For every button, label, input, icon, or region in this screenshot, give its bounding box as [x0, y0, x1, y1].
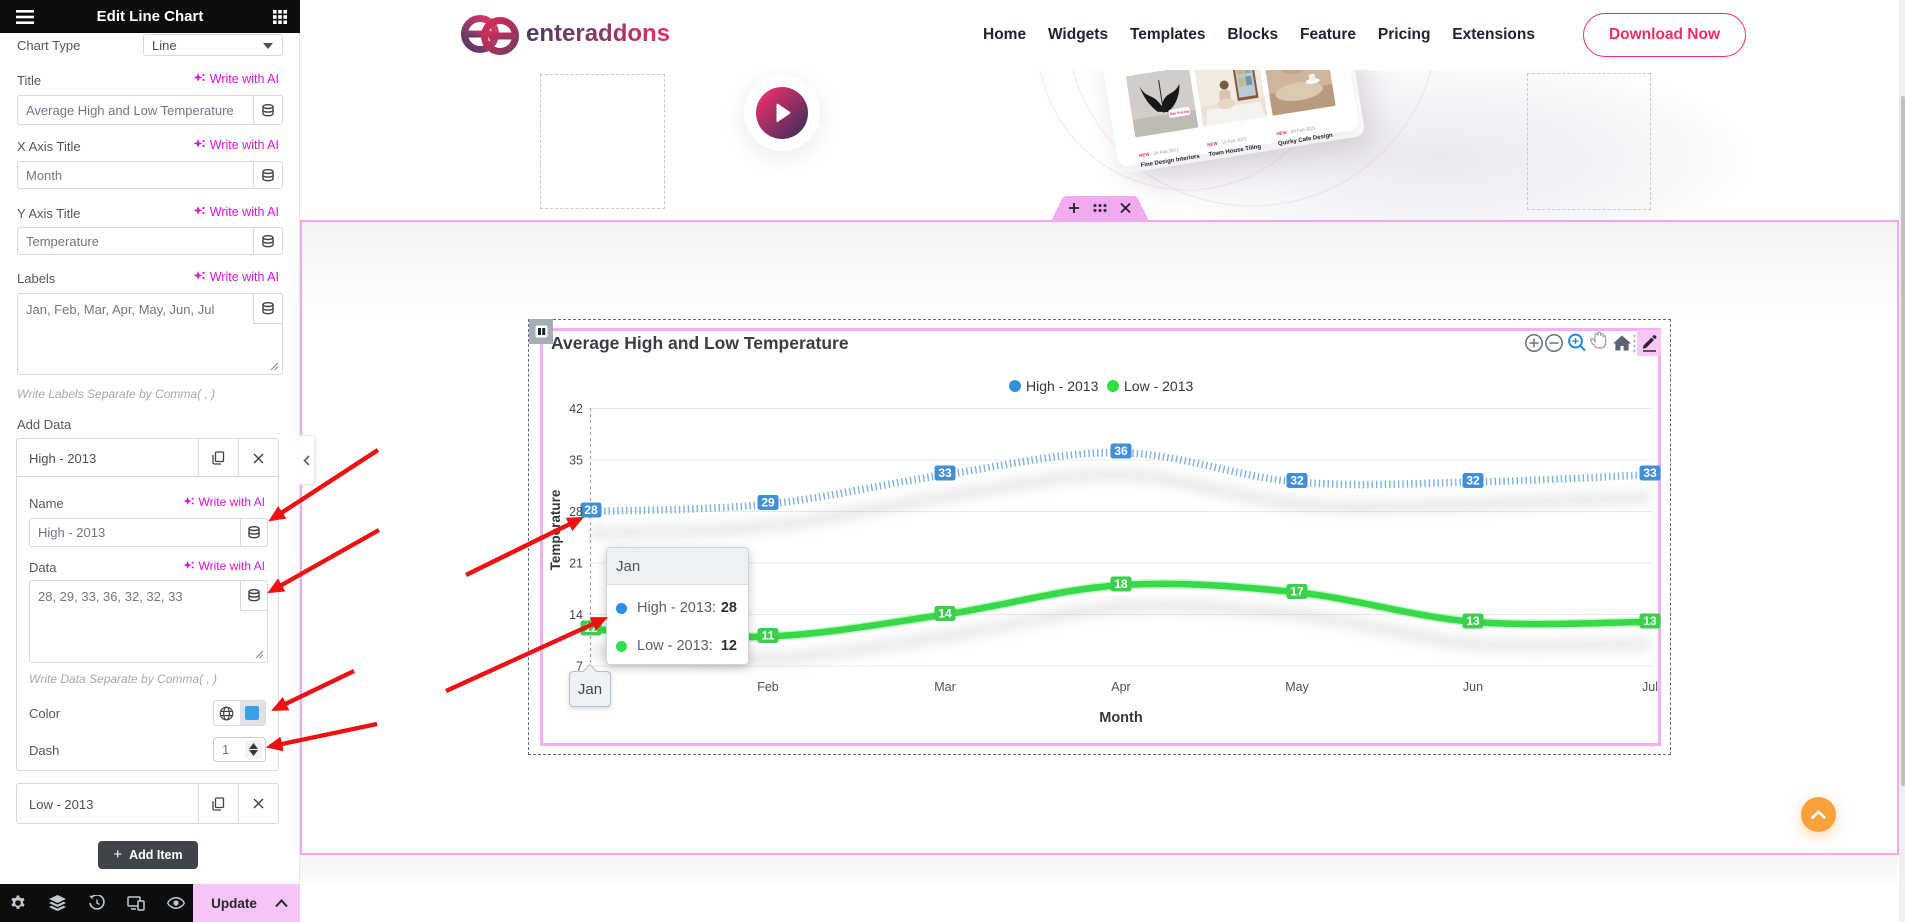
svg-text:12: 12	[584, 621, 598, 635]
svg-text:High - 2013: High - 2013	[1026, 378, 1099, 394]
svg-text:21: 21	[569, 557, 583, 571]
svg-text:17: 17	[1290, 585, 1304, 599]
svg-text:Low - 2013: Low - 2013	[1124, 378, 1193, 394]
svg-text:Apr: Apr	[1111, 680, 1130, 694]
svg-text:28: 28	[569, 505, 583, 519]
svg-text:35: 35	[569, 454, 583, 468]
svg-text:29: 29	[761, 496, 775, 510]
svg-text:See Pricing: See Pricing	[1169, 109, 1189, 116]
svg-text:33: 33	[938, 466, 952, 480]
svg-text:Temperature: Temperature	[548, 489, 563, 570]
svg-text:13: 13	[1643, 614, 1657, 628]
svg-text:May: May	[1285, 680, 1309, 694]
svg-text:Average High and Low Temperatu: Average High and Low Temperature	[551, 333, 849, 353]
svg-text:32: 32	[1466, 474, 1480, 488]
svg-text:18: 18	[1114, 577, 1128, 591]
svg-text:42: 42	[569, 402, 583, 416]
svg-text:14: 14	[938, 607, 952, 621]
svg-text:Jul: Jul	[1642, 680, 1658, 694]
svg-text:32: 32	[1290, 474, 1304, 488]
svg-text:14: 14	[569, 608, 583, 622]
svg-text:36: 36	[1114, 444, 1128, 458]
svg-text:13: 13	[1466, 614, 1480, 628]
svg-text:Month: Month	[1099, 710, 1142, 726]
svg-text:33: 33	[1643, 466, 1657, 480]
svg-text:Feb: Feb	[757, 680, 779, 694]
svg-text:Mar: Mar	[934, 680, 956, 694]
svg-text:11: 11	[762, 629, 775, 643]
svg-text:28: 28	[584, 503, 598, 517]
svg-text:Jun: Jun	[1463, 680, 1483, 694]
